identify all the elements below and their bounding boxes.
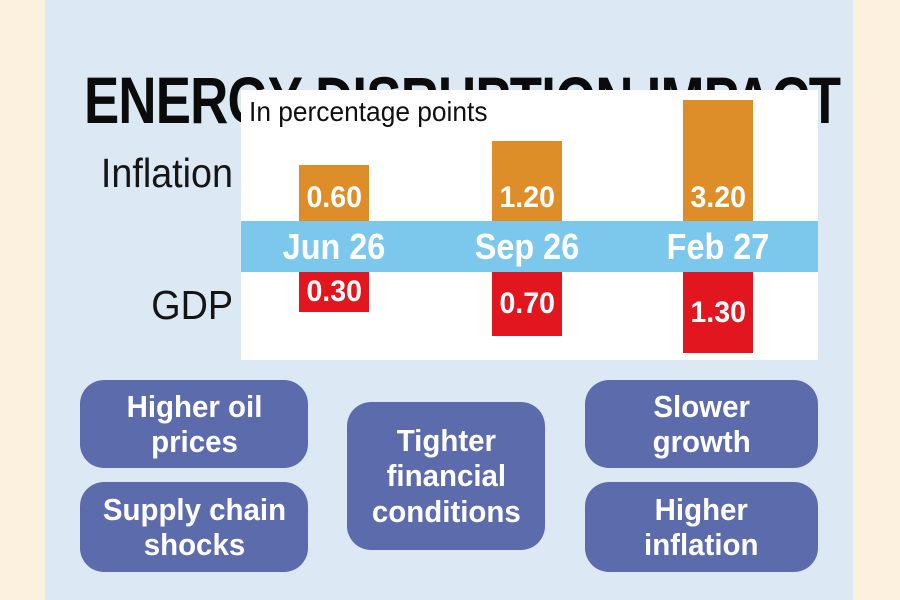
bar-value-label: 0.30 bbox=[306, 275, 362, 308]
factor-pill-label: Supply chain shocks bbox=[102, 491, 286, 562]
bar-value-label: 0.70 bbox=[499, 287, 555, 320]
factor-pill-label: Higher inflation bbox=[644, 491, 759, 562]
gdp-bar: 0.70 bbox=[492, 272, 562, 336]
date-label: Feb 27 bbox=[666, 226, 770, 267]
factor-pill: Slower growth bbox=[585, 380, 818, 468]
bar-value-label: 3.20 bbox=[690, 181, 746, 214]
factor-pill: Higher inflation bbox=[585, 482, 818, 572]
factor-pill: Supply chain shocks bbox=[80, 482, 308, 572]
date-label: Jun 26 bbox=[282, 226, 386, 267]
factor-pill-label: Slower growth bbox=[652, 388, 751, 459]
date-label: Sep 26 bbox=[474, 226, 580, 267]
gdp-bar: 0.30 bbox=[299, 272, 369, 312]
series-label-inflation: Inflation bbox=[100, 150, 234, 196]
factor-pill-label: Tighter financial conditions bbox=[371, 423, 521, 529]
bar-value-label: 1.20 bbox=[499, 181, 555, 214]
gdp-bar: 1.30 bbox=[683, 272, 753, 353]
inflation-bar: 0.60 bbox=[299, 165, 369, 221]
date-axis-band bbox=[241, 221, 818, 272]
inflation-bar: 1.20 bbox=[492, 141, 562, 221]
chart-unit-note: In percentage points bbox=[249, 96, 488, 127]
series-label-gdp: GDP bbox=[151, 282, 233, 328]
bar-value-label: 1.30 bbox=[690, 295, 746, 329]
inflation-bar: 3.20 bbox=[683, 100, 753, 221]
factor-pill-label: Higher oil prices bbox=[126, 388, 262, 459]
factor-pill: Tighter financial conditions bbox=[347, 402, 545, 550]
factor-pill: Higher oil prices bbox=[80, 380, 308, 468]
bar-value-label: 0.60 bbox=[306, 181, 362, 214]
